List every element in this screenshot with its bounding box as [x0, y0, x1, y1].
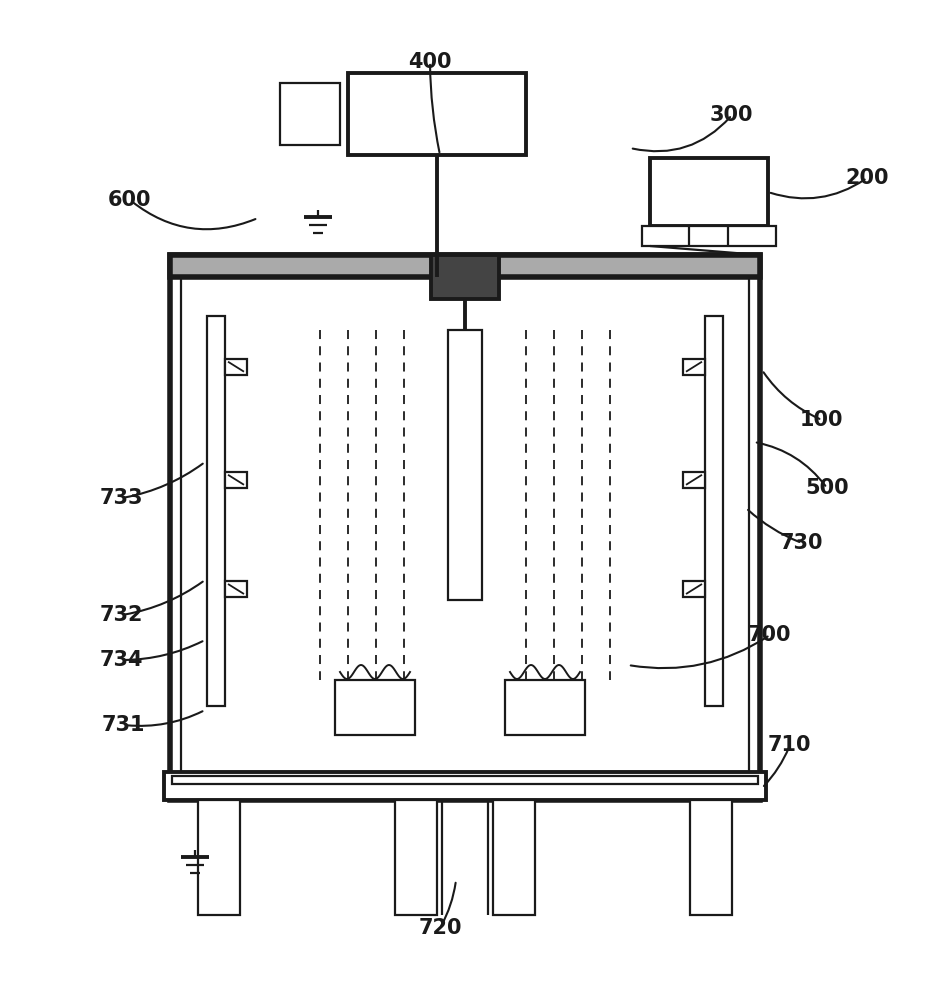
FancyArrowPatch shape [763, 372, 819, 419]
Bar [493, 800, 535, 915]
Bar [683, 472, 705, 488]
Text: 730: 730 [780, 533, 824, 553]
FancyArrowPatch shape [633, 117, 730, 151]
Bar [705, 316, 723, 706]
Text: 200: 200 [845, 168, 888, 188]
FancyArrowPatch shape [764, 748, 789, 786]
Bar [172, 776, 758, 784]
FancyArrowPatch shape [132, 202, 255, 229]
Text: 300: 300 [710, 105, 753, 125]
FancyArrowPatch shape [757, 443, 826, 486]
FancyArrowPatch shape [771, 180, 865, 198]
Bar [225, 472, 247, 488]
Text: 600: 600 [108, 190, 152, 210]
Bar [448, 330, 482, 600]
Bar [225, 581, 247, 597]
Text: 710: 710 [768, 735, 812, 755]
Bar [690, 800, 732, 915]
Bar [348, 73, 526, 155]
Text: 720: 720 [418, 918, 461, 938]
Bar [181, 266, 749, 789]
Text: 400: 400 [408, 52, 452, 72]
Bar [170, 255, 760, 277]
Bar [505, 680, 585, 735]
Bar [280, 83, 340, 145]
FancyArrowPatch shape [125, 641, 202, 660]
FancyArrowPatch shape [748, 510, 800, 542]
Bar [395, 800, 437, 915]
Text: 732: 732 [100, 605, 144, 625]
Bar [164, 772, 766, 800]
Bar [207, 316, 225, 706]
Bar [642, 226, 776, 246]
Bar [335, 680, 415, 735]
FancyArrowPatch shape [125, 582, 203, 615]
Text: 100: 100 [800, 410, 843, 430]
Bar [198, 800, 240, 915]
Bar [431, 255, 499, 299]
Bar [170, 255, 760, 800]
FancyArrowPatch shape [127, 711, 202, 726]
FancyArrowPatch shape [125, 464, 203, 498]
Bar [650, 158, 768, 226]
Bar [225, 359, 247, 375]
FancyArrowPatch shape [442, 883, 456, 926]
Bar [683, 581, 705, 597]
Text: 700: 700 [748, 625, 791, 645]
Text: 733: 733 [100, 488, 144, 508]
FancyArrowPatch shape [631, 637, 768, 668]
Text: 500: 500 [805, 478, 849, 498]
FancyArrowPatch shape [430, 65, 439, 152]
Text: 734: 734 [100, 650, 144, 670]
Bar [683, 359, 705, 375]
Text: 731: 731 [102, 715, 145, 735]
